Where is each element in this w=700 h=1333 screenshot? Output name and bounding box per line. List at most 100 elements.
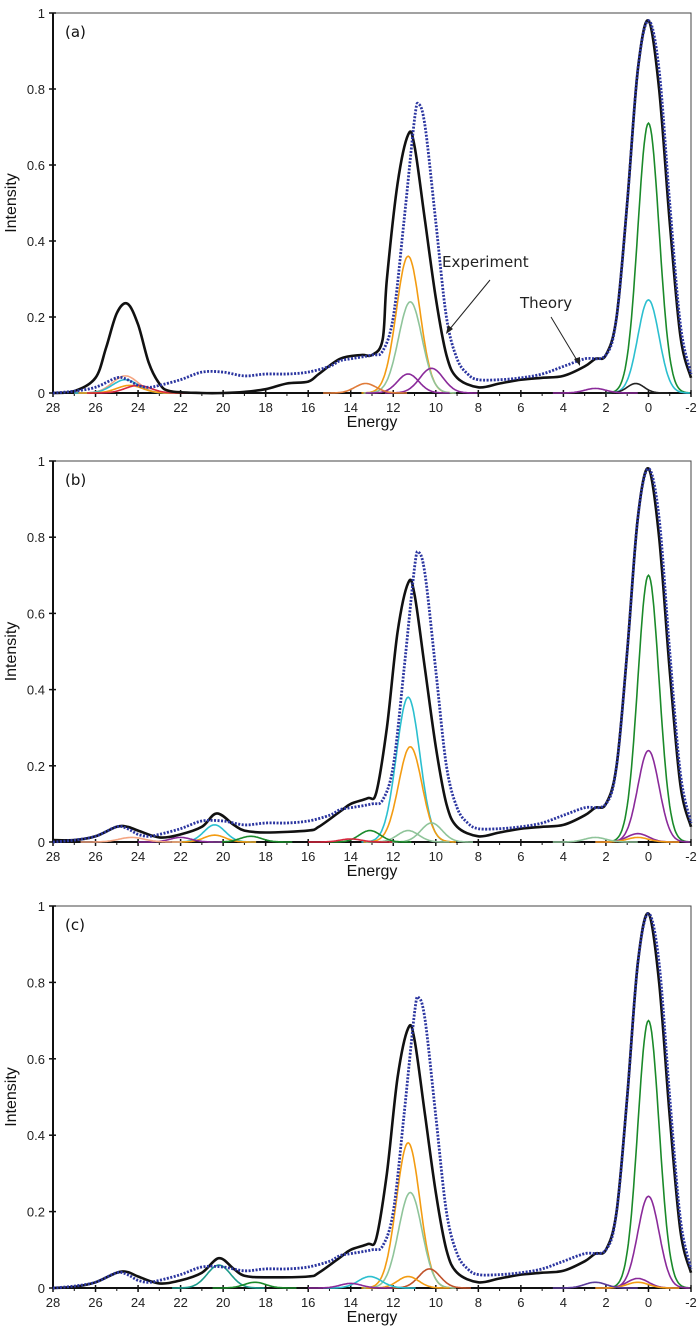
panel-label: (a) (65, 23, 86, 41)
x-tick-label: 14 (343, 1295, 357, 1310)
x-tick-label: 16 (301, 400, 315, 415)
experiment-line (52, 467, 693, 844)
component-peak-13 (208, 835, 293, 843)
component-peak-3 (595, 836, 680, 843)
x-tick-label: 22 (173, 400, 187, 415)
experiment-line (52, 19, 693, 395)
x-tick-label: 4 (560, 849, 567, 864)
component-peak-3 (595, 1281, 680, 1289)
y-tick-label: 0.2 (27, 1205, 45, 1220)
x-tick-label: 12 (386, 849, 400, 864)
y-tick-label: 0.8 (27, 975, 45, 990)
component-peak-10 (308, 1282, 393, 1289)
panel-b: 28 26 24 22 20 18 16 14 12 10 8 6 4 2 0 -200.20.40.60.8… (3, 454, 697, 880)
component-peak-0 (605, 1019, 690, 1289)
x-tick-label: 28 (46, 1295, 60, 1310)
component-peak-5 (363, 300, 457, 394)
component-peak-10 (308, 838, 393, 843)
x-tick-label: 10 (429, 849, 443, 864)
theory-line (52, 19, 693, 395)
y-axis-label: Intensity (3, 1067, 20, 1127)
x-tick-label: 22 (173, 1295, 187, 1310)
plot-frame (52, 460, 692, 843)
x-tick-label: 14 (343, 849, 357, 864)
x-tick-label: 12 (386, 400, 400, 415)
x-tick-label: 20 (216, 400, 230, 415)
x-tick-label: 8 (475, 1295, 482, 1310)
panel-label: (b) (65, 471, 86, 489)
annotation-experiment-arrow (448, 279, 491, 331)
x-tick-label: 6 (517, 400, 524, 415)
y-axis-label: Intensity (3, 622, 20, 682)
x-tick-label: 10 (429, 400, 443, 415)
component-peak-9 (323, 1275, 416, 1289)
component-peak-15 (80, 836, 182, 843)
component-peak-6 (365, 373, 450, 394)
y-tick-label: 1 (38, 454, 45, 469)
component-peak-3 (552, 387, 638, 394)
experiment-line (52, 912, 693, 1290)
x-tick-label: 4 (560, 1295, 567, 1310)
x-tick-label: 20 (216, 1295, 230, 1310)
x-axis-label: Energy (347, 414, 398, 431)
x-tick-label: 22 (173, 849, 187, 864)
panel-c: 28 26 24 22 20 18 16 14 12 10 8 6 4 2 0 -200.20.40.60.8… (3, 899, 697, 1326)
x-tick-label: 6 (517, 849, 524, 864)
y-tick-label: 0.8 (27, 82, 45, 97)
x-tick-label: 28 (46, 400, 60, 415)
panel-a: 28 26 24 22 20 18 16 14 12 10 8 6 4 2 0 -200.20.40.60.8… (3, 6, 697, 431)
x-tick-label: 0 (645, 1295, 652, 1310)
component-peak-6 (363, 1191, 457, 1289)
arrowhead-icon (446, 325, 453, 334)
x-tick-label: 2 (602, 1295, 609, 1310)
x-tick-label: 26 (88, 400, 102, 415)
x-axis-label: Energy (347, 863, 398, 880)
y-tick-label: 0.2 (27, 759, 45, 774)
x-tick-label: 18 (258, 1295, 272, 1310)
x-tick-label: 0 (645, 400, 652, 415)
y-tick-label: 0.2 (27, 310, 45, 325)
component-peak-0 (605, 574, 690, 843)
x-tick-label: 10 (429, 1295, 443, 1310)
y-tick-label: 0 (38, 1281, 45, 1296)
annotation-theory-arrow (550, 316, 579, 363)
x-tick-label: 0 (645, 849, 652, 864)
y-tick-label: 1 (38, 6, 45, 21)
x-tick-label: 14 (343, 400, 357, 415)
x-tick-label: 28 (46, 849, 60, 864)
component-peak-2 (595, 1277, 680, 1289)
y-tick-label: 0 (38, 386, 45, 401)
x-tick-label: 8 (475, 400, 482, 415)
y-axis-label: Intensity (3, 173, 20, 233)
component-peak-11 (172, 1264, 265, 1289)
x-tick-label: 20 (216, 849, 230, 864)
component-peak-12 (172, 834, 257, 843)
x-tick-label: -2 (685, 1295, 697, 1310)
x-tick-label: 8 (475, 849, 482, 864)
x-tick-label: 4 (560, 400, 567, 415)
plot-frame (52, 12, 692, 394)
component-peak-4 (552, 836, 638, 843)
theory-line (52, 912, 693, 1290)
annotation-experiment: Experiment (442, 253, 529, 271)
plot-frame (52, 905, 692, 1289)
y-tick-label: 0.8 (27, 530, 45, 545)
component-peak-9 (327, 829, 412, 843)
x-tick-label: 26 (88, 849, 102, 864)
x-tick-label: 24 (131, 1295, 145, 1310)
x-axis-label: Energy (347, 1309, 398, 1326)
component-peak-4 (552, 1281, 638, 1289)
panel-label: (c) (65, 916, 85, 934)
component-peak-6 (363, 745, 457, 843)
x-tick-label: 24 (131, 849, 145, 864)
y-tick-label: 1 (38, 899, 45, 914)
x-tick-label: 18 (258, 849, 272, 864)
y-tick-label: 0.6 (27, 606, 45, 621)
component-peak-2 (601, 382, 669, 394)
component-peak-0 (605, 121, 690, 394)
x-tick-label: 16 (301, 849, 315, 864)
component-peak-7 (386, 1268, 471, 1289)
x-tick-label: 24 (131, 400, 145, 415)
theory-line (52, 467, 693, 842)
